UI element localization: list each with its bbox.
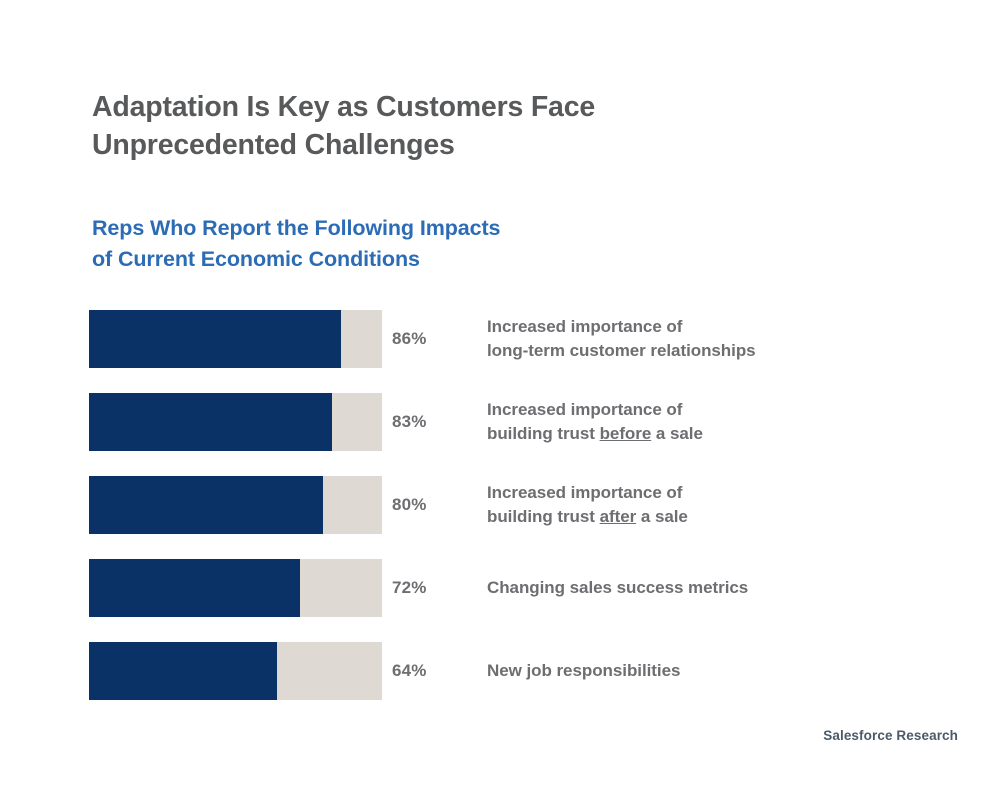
bar-fill (89, 393, 333, 451)
label-post: a sale (636, 507, 688, 526)
bar-category-label: Changing sales success metrics (487, 559, 937, 617)
chart-subtitle: Reps Who Report the Following Impacts of… (92, 213, 732, 275)
bar-fill (89, 310, 341, 368)
bar-fill (89, 559, 300, 617)
bar-fill (89, 476, 324, 534)
label-line-2: building trust before a sale (487, 422, 937, 446)
label-line-1: Increased importance of (487, 483, 683, 502)
label-line-2: building trust after a sale (487, 505, 937, 529)
bar-value-label: 83% (392, 412, 427, 431)
bar-value-label: 72% (392, 578, 427, 597)
bar-fill (89, 642, 277, 700)
subtitle-line-1: Reps Who Report the Following Impacts (92, 216, 501, 240)
bar-value-label: 64% (392, 661, 427, 680)
subtitle-line-2: of Current Economic Conditions (92, 247, 420, 271)
bar-category-label: Increased importance of building trust b… (487, 393, 937, 451)
bar-value-label: 80% (392, 495, 427, 514)
bar-value-label: 86% (392, 329, 427, 348)
label-pre: building trust (487, 507, 600, 526)
bar-track (89, 642, 382, 700)
bar-chart: 86% Increased importance of long-term cu… (89, 310, 949, 700)
title-line-2: Unprecedented Challenges (92, 129, 455, 161)
chart-row: 80% Increased importance of building tru… (89, 476, 949, 534)
label-post: a sale (651, 424, 703, 443)
label-line-1: Increased importance of (487, 400, 683, 419)
bar-category-label: Increased importance of long-term custom… (487, 310, 937, 368)
bar-track (89, 393, 382, 451)
label-line-1: Changing sales success metrics (487, 578, 749, 597)
bar-category-label: Increased importance of building trust a… (487, 476, 937, 534)
chart-row: 64% New job responsibilities (89, 642, 949, 700)
label-underline: after (599, 507, 637, 526)
bar-track (89, 310, 382, 368)
chart-row: 86% Increased importance of long-term cu… (89, 310, 949, 368)
source-attribution: Salesforce Research (823, 728, 958, 743)
label-pre: long-term customer relationships (487, 341, 756, 360)
chart-row: 83% Increased importance of building tru… (89, 393, 949, 451)
bar-category-label: New job responsibilities (487, 642, 937, 700)
bar-track (89, 476, 382, 534)
page-title: Adaptation Is Key as Customers Face Unpr… (92, 88, 772, 164)
label-line-1: New job responsibilities (487, 661, 681, 680)
label-underline: before (599, 424, 652, 443)
chart-row: 72% Changing sales success metrics (89, 559, 949, 617)
title-line-1: Adaptation Is Key as Customers Face (92, 91, 595, 123)
label-line-1: Increased importance of (487, 317, 683, 336)
bar-track (89, 559, 382, 617)
label-pre: building trust (487, 424, 600, 443)
label-line-2: long-term customer relationships (487, 339, 937, 363)
